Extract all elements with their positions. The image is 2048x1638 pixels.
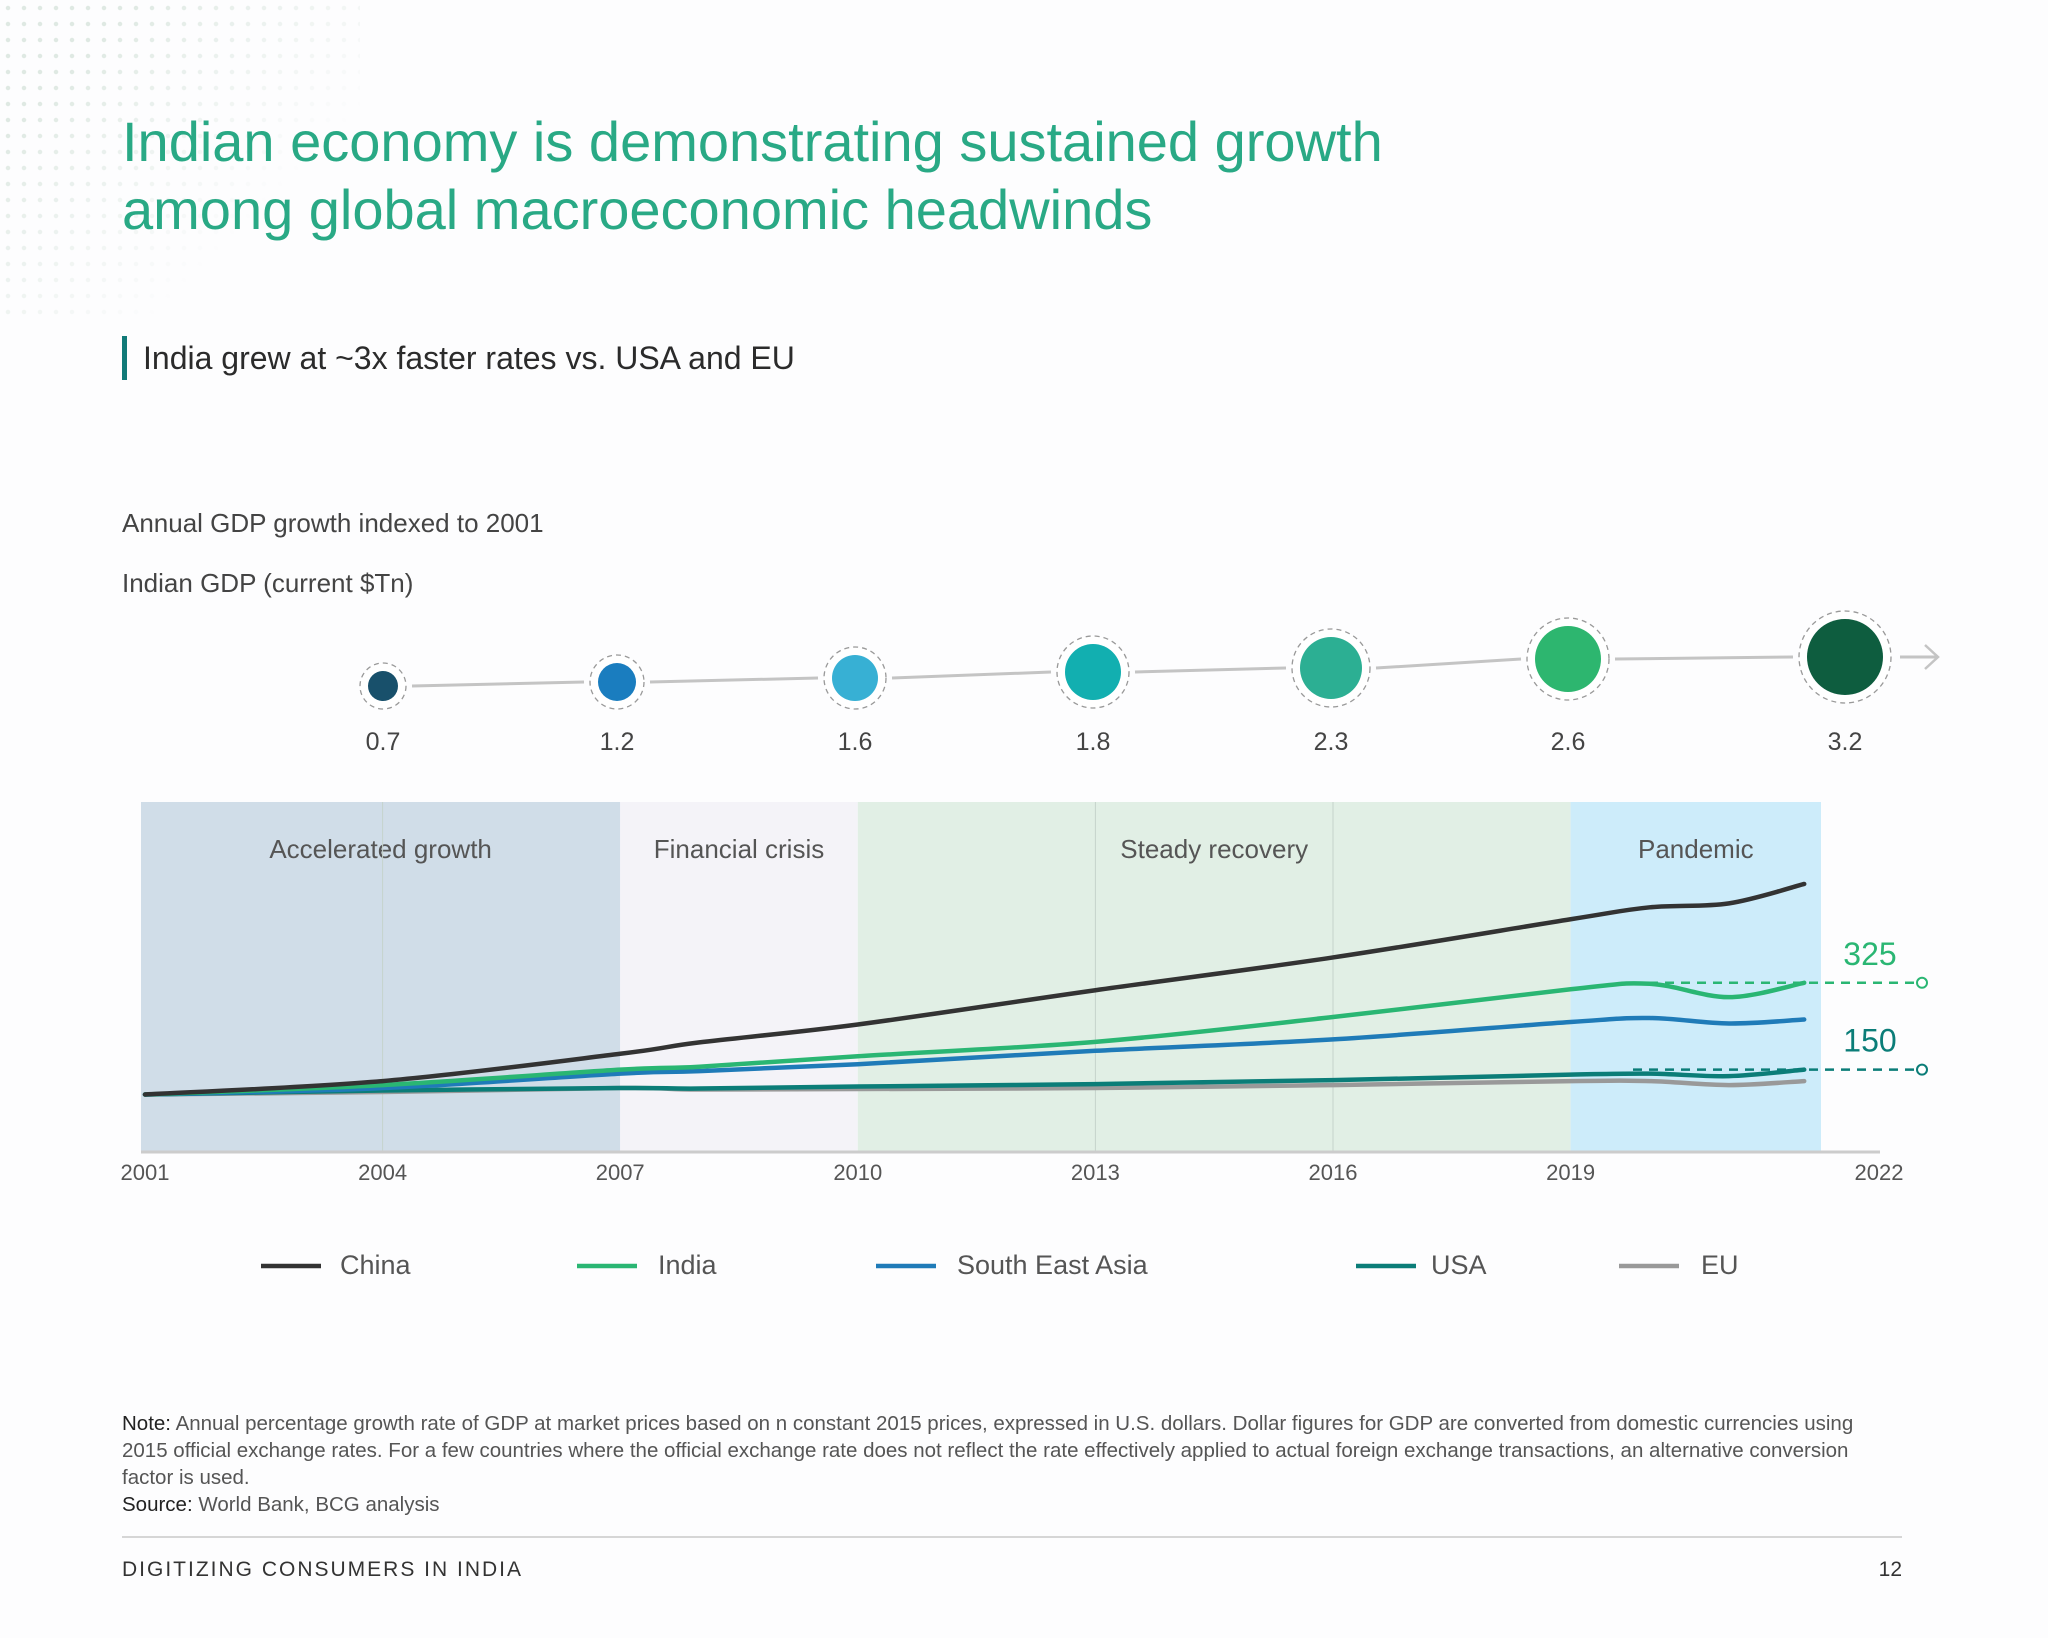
end-value-marker — [1916, 1063, 1928, 1076]
chart-title: Annual GDP growth indexed to 2001 — [122, 508, 544, 538]
gdp-value-label: 1.6 — [838, 728, 873, 756]
period-band — [1570, 802, 1821, 1152]
period-label: Accelerated growth — [269, 834, 492, 864]
period-label: Financial crisis — [654, 834, 825, 864]
legend-label: India — [658, 1250, 718, 1280]
legend-label: EU — [1701, 1250, 1739, 1280]
gdp-growth-chart: Accelerated growth Financial crisis Steady… — [121, 610, 1940, 1280]
gdp-bubble — [832, 655, 878, 701]
decorative-dot-pattern — [0, 0, 360, 320]
gdp-connector — [891, 670, 1052, 680]
gdp-bubble — [1300, 637, 1362, 699]
gdp-track-label: Indian GDP (current $Tn) — [122, 568, 414, 598]
x-tick-label: 2010 — [833, 1160, 882, 1185]
gdp-connector — [1614, 655, 1794, 661]
source-text: World Bank, BCG analysis — [192, 1493, 440, 1516]
note-label: Note: — [122, 1412, 171, 1435]
x-tick-label: 2019 — [1546, 1160, 1595, 1185]
period-label: Pandemic — [1638, 834, 1754, 864]
period-band — [620, 802, 858, 1152]
series-line-south-east-asia — [142, 1015, 1807, 1097]
gdp-value-label: 2.3 — [1314, 728, 1349, 756]
x-tick-label: 2022 — [1855, 1160, 1904, 1185]
note-text: Annual percentage growth rate of GDP at … — [122, 1412, 1854, 1489]
title-line-2: among global macroeconomic headwinds — [122, 178, 1153, 241]
page-number: 12 — [1878, 1558, 1902, 1581]
note: Note: Annual percentage growth rate of G… — [122, 1410, 1902, 1518]
gdp-bubble — [1535, 626, 1601, 692]
legend-label: China — [340, 1250, 412, 1280]
x-tick-label: 2016 — [1309, 1160, 1358, 1185]
legend-label: South East Asia — [957, 1250, 1149, 1280]
gdp-value-label: 3.2 — [1828, 728, 1863, 756]
gdp-connector — [411, 680, 585, 688]
gdp-bubble — [368, 671, 398, 701]
source-label: Source: — [122, 1493, 193, 1516]
footer-divider — [122, 1536, 1902, 1538]
gdp-value-label: 1.8 — [1076, 728, 1111, 756]
arrow-right-icon — [1924, 644, 1940, 670]
gdp-value-label: 0.7 — [366, 728, 401, 756]
period-label: Steady recovery — [1120, 834, 1308, 864]
end-value-label: 325 — [1843, 936, 1896, 972]
series-line-usa — [142, 1067, 1807, 1097]
x-tick-label: 2004 — [358, 1160, 407, 1185]
gdp-connector — [1375, 657, 1522, 670]
x-tick-label: 2013 — [1071, 1160, 1120, 1185]
footer-title: DIGITIZING CONSUMERS IN INDIA — [122, 1558, 524, 1581]
series-line-china — [142, 881, 1807, 1097]
gdp-bubble — [1807, 619, 1883, 695]
x-tick-label: 2007 — [596, 1160, 645, 1185]
x-tick-label: 2001 — [121, 1160, 170, 1185]
gdp-bubble — [598, 663, 636, 701]
page-title: Indian economy is demonstrating sustaine… — [122, 108, 1383, 244]
title-line-1: Indian economy is demonstrating sustaine… — [122, 110, 1383, 173]
legend-label: USA — [1431, 1250, 1487, 1280]
gdp-connector — [1134, 666, 1287, 674]
end-value-marker — [1916, 976, 1928, 989]
end-value-label: 150 — [1843, 1023, 1896, 1059]
gdp-bubble — [1065, 644, 1121, 700]
gdp-connector — [649, 676, 819, 684]
gdp-value-label: 1.2 — [600, 728, 635, 756]
period-band — [857, 802, 1571, 1152]
gdp-value-label: 2.6 — [1551, 728, 1586, 756]
section-subtitle: India grew at ~3x faster rates vs. USA a… — [122, 336, 795, 380]
